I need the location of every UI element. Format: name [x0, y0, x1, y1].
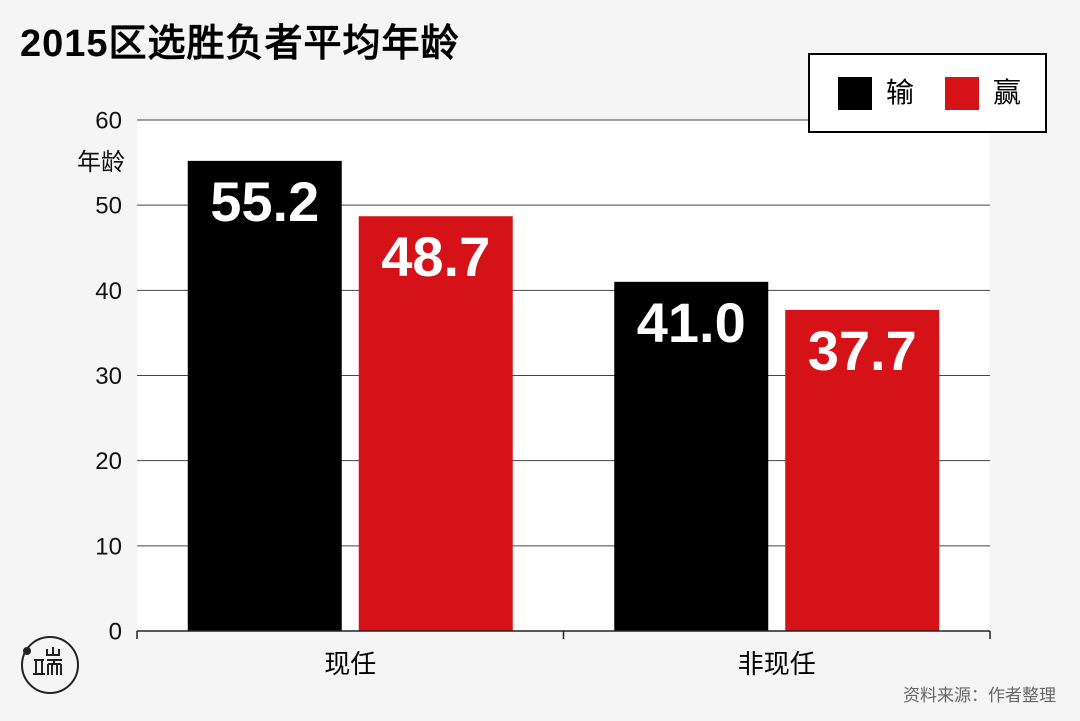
legend-label-series-2: 赢	[993, 77, 1022, 108]
y-tick-label-10: 10	[95, 533, 122, 560]
y-axis-label: 年龄	[77, 149, 125, 176]
axes: 0 10 20 30 40 50 60 现任 非现任	[95, 108, 991, 679]
bar-series-1-category-2	[614, 281, 769, 631]
data-label-series-2-category-1: 48.7	[381, 225, 490, 288]
legend-item-series-1: 输	[838, 76, 915, 110]
legend-swatch-series-1	[838, 76, 872, 110]
y-tick-label-40: 40	[95, 278, 122, 305]
logo-ring	[21, 636, 79, 694]
data-label-series-1-category-1: 55.2	[210, 170, 319, 233]
y-tick-label-60: 60	[95, 108, 122, 135]
x-tick-label-1: 现任	[324, 649, 376, 679]
y-tick-label-20: 20	[95, 448, 122, 475]
logo-mark	[33, 647, 62, 675]
bar-series-1-category-1	[187, 160, 342, 631]
logo-dot	[23, 647, 31, 655]
y-tick-label-30: 30	[95, 363, 122, 390]
x-tick-label-2: 非现任	[738, 649, 816, 679]
legend: 输 赢	[808, 53, 1047, 133]
chart-title: 2015区选胜负者平均年龄	[20, 23, 460, 65]
source-note: 资料来源：作者整理	[903, 686, 1056, 705]
legend-label-series-1: 输	[886, 77, 915, 108]
data-label-series-2-category-2: 37.7	[808, 319, 917, 382]
y-tick-label-0: 0	[109, 619, 122, 646]
bars	[187, 160, 940, 631]
y-tick-label-50: 50	[95, 193, 122, 220]
bar-series-2-category-1	[358, 216, 513, 631]
legend-item-series-2: 赢	[945, 76, 1022, 110]
data-label-series-1-category-2: 41.0	[637, 291, 746, 354]
data-labels: 55.2 48.7 41.0 37.7	[210, 170, 917, 382]
legend-swatch-series-2	[945, 76, 980, 110]
logo	[21, 636, 79, 694]
bar-series-2-category-2	[785, 309, 940, 631]
